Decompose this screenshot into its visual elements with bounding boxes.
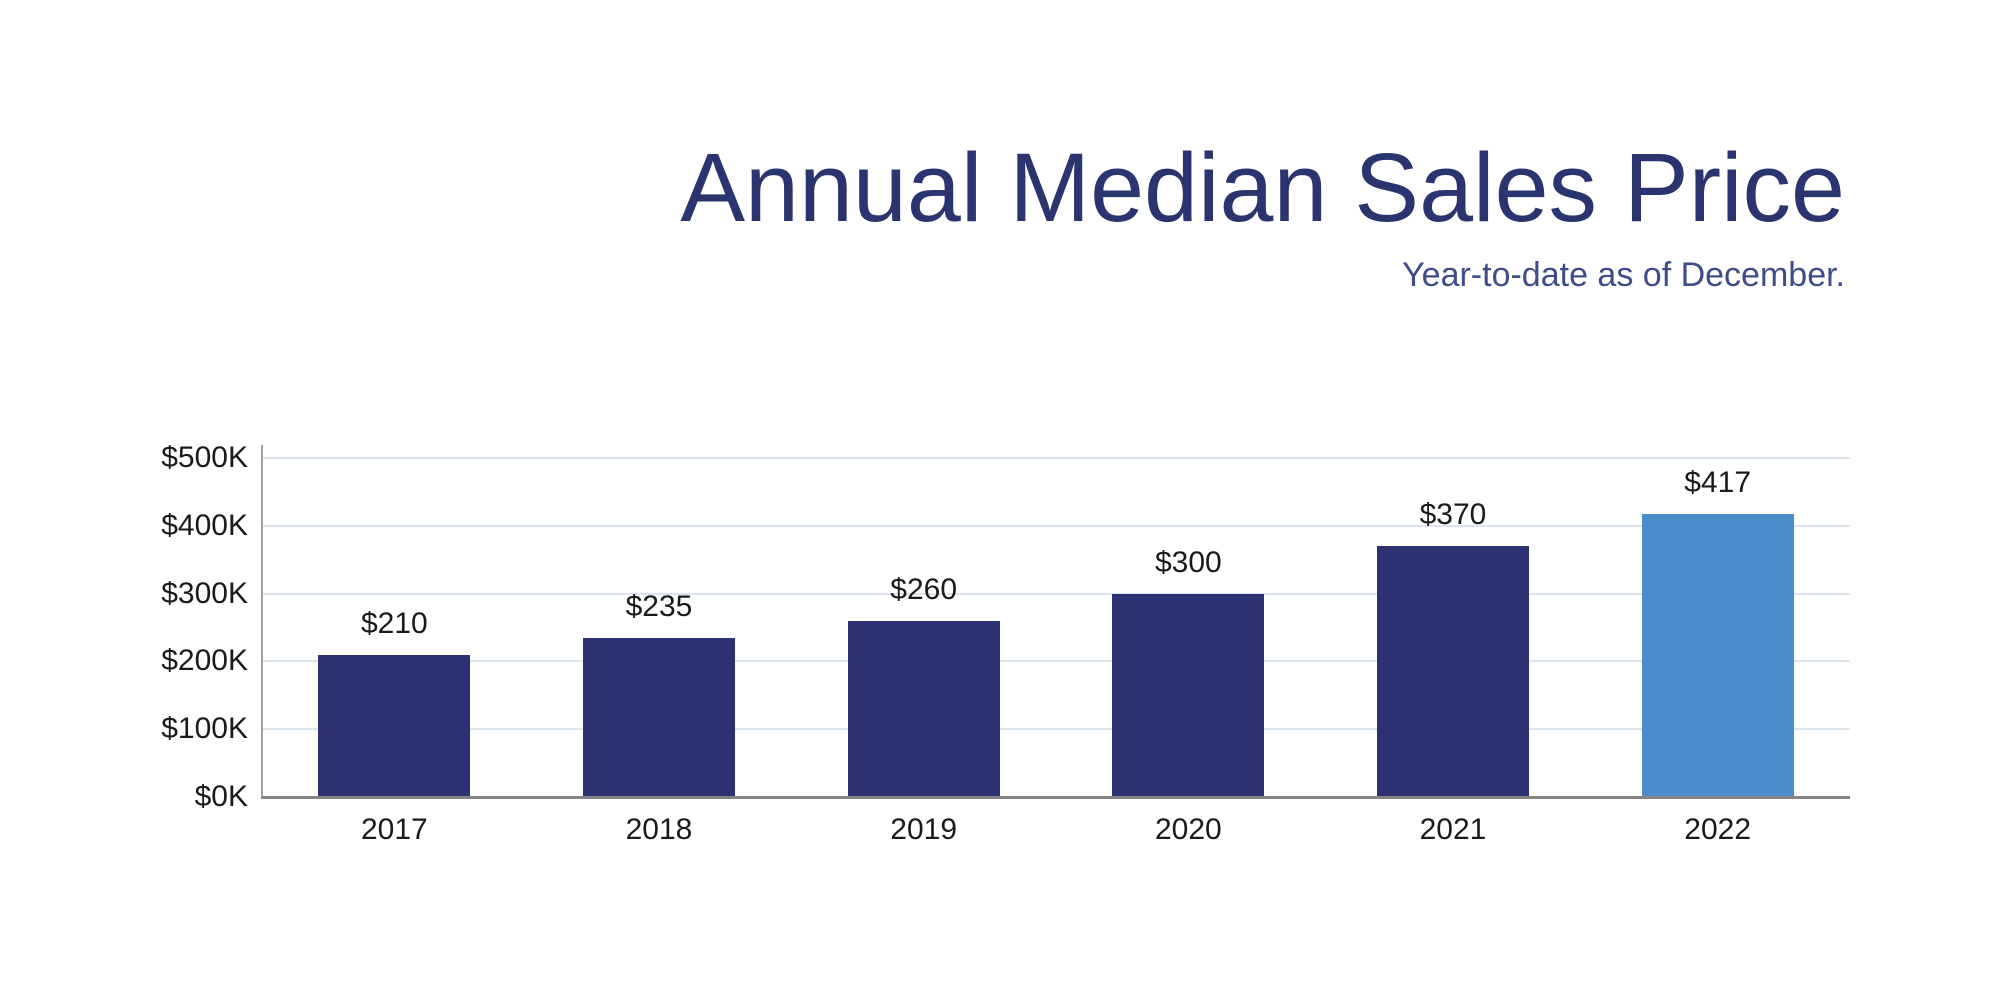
gridline-$300K	[263, 592, 1850, 595]
y-axis-tick-label: $400K	[161, 508, 248, 542]
bar-value-label-2018: $235	[625, 589, 693, 623]
y-axis-tick-label: $0K	[194, 780, 248, 813]
bar-2021	[1377, 546, 1529, 797]
x-axis-baseline	[261, 796, 1850, 799]
bar-2017	[318, 654, 471, 797]
x-axis-label-2017: 2017	[360, 813, 428, 846]
gridline-$100K	[263, 728, 1850, 731]
bar-2022	[1641, 514, 1794, 797]
x-axis-label-2021: 2021	[1419, 813, 1487, 846]
gridline-$400K	[263, 524, 1850, 527]
x-axis-label-2020: 2020	[1154, 813, 1222, 846]
bar-2018	[583, 637, 735, 797]
y-axis-line	[261, 445, 263, 797]
bar-value-label-2022: $417	[1684, 466, 1752, 500]
bar-value-label-2020: $300	[1154, 545, 1222, 579]
y-axis-tick-label: $200K	[161, 644, 248, 678]
gridline-$500K	[263, 457, 1850, 459]
chart-title: Annual Median Sales Price	[680, 133, 1845, 242]
y-axis-tick-label: $300K	[161, 576, 248, 610]
x-axis-label-2018: 2018	[625, 813, 693, 846]
bar-value-label-2017: $210	[360, 606, 428, 640]
x-axis-label-2019: 2019	[890, 813, 958, 846]
bar-value-label-2019: $260	[890, 572, 958, 606]
bar-2020	[1112, 593, 1265, 797]
x-axis-label-2022: 2022	[1684, 813, 1752, 846]
y-axis-tick-label: $500K	[161, 441, 248, 474]
y-axis-tick-label: $100K	[161, 712, 248, 746]
chart-subtitle: Year-to-date as of December.	[1402, 256, 1845, 294]
gridline-$200K	[263, 660, 1850, 663]
bar-2019	[847, 620, 1000, 797]
bar-value-label-2021: $370	[1419, 498, 1487, 532]
chart-header: Annual Median Sales Price Year-to-date a…	[680, 139, 1845, 292]
